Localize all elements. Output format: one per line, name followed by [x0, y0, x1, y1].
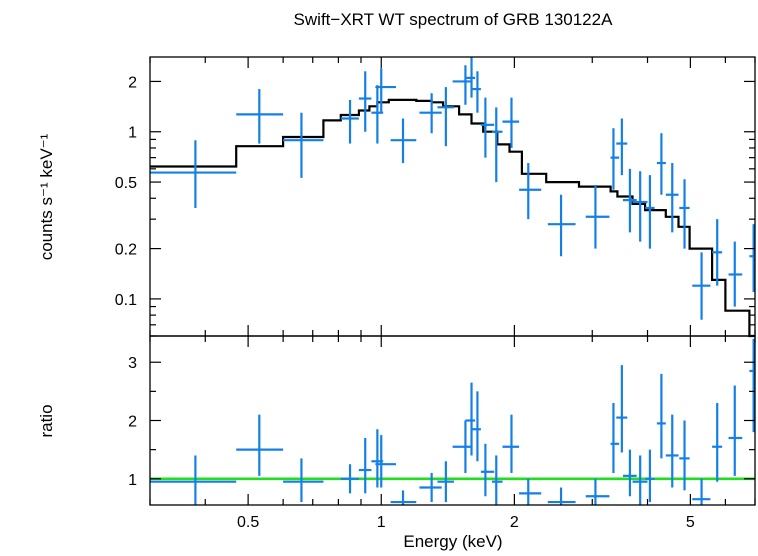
spectrum-data-point [502, 98, 519, 148]
model-curve [150, 100, 755, 336]
spectrum-data-point [453, 65, 472, 105]
spectrum-data-point [623, 169, 637, 233]
spectrum-y-axis-label: counts s⁻¹ keV⁻¹ [37, 133, 56, 260]
spectrum-data-point [465, 57, 475, 98]
ratio-data-point [666, 415, 679, 488]
x-tick-label: 0.5 [237, 514, 259, 531]
x-tick-label: 5 [686, 514, 695, 531]
ratio-data-point [391, 490, 417, 505]
spectrum-data-point [150, 140, 236, 208]
ratio-data-point [749, 339, 755, 432]
spectrum-data-point [749, 224, 755, 292]
spectrum-data-point [359, 71, 372, 131]
spectrum-y-tick-label: 0.1 [115, 292, 137, 309]
x-tick-label: 2 [510, 514, 519, 531]
spectrum-data-point [236, 89, 283, 143]
spectrum-y-tick-label: 1 [128, 125, 137, 142]
ratio-data-point [623, 450, 637, 497]
ratio-data-point [616, 365, 627, 452]
spectrum-data-point [712, 219, 722, 286]
spectrum-y-tick-label: 2 [128, 74, 137, 91]
spectrum-data-point [437, 87, 453, 146]
x-tick-label: 1 [377, 514, 386, 531]
ratio-data-point [657, 374, 666, 459]
ratio-data-point [437, 461, 453, 502]
spectrum-axes: 0.1 0.2 0.5 1 2 [115, 57, 755, 336]
ratio-data-point [472, 391, 481, 461]
spectrum-data-point [283, 113, 323, 178]
ratio-data-point [236, 415, 283, 476]
ratio-panel: 1 2 3 ratio [37, 336, 755, 505]
ratio-data-point [611, 403, 620, 473]
spectrum-data-point [586, 185, 610, 249]
ratio-data-point [453, 421, 472, 473]
spectrum-figure: Swift−XRT WT spectrum of GRB 130122A 0.1… [0, 0, 758, 556]
ratio-data-layer [150, 339, 755, 505]
ratio-data-point [729, 386, 743, 476]
ratio-data-point [548, 488, 576, 505]
ratio-y-tick-label: 2 [128, 414, 137, 431]
spectrum-data-point [419, 93, 441, 133]
spectrum-data-point [666, 163, 679, 232]
chart-title: Swift−XRT WT spectrum of GRB 130122A [294, 10, 614, 29]
x-tick-labels: 0.5 1 2 5 [237, 514, 695, 531]
ratio-y-tick-label: 1 [128, 472, 137, 489]
model-layer [150, 100, 755, 336]
spectrum-y-tick-label: 0.5 [115, 175, 137, 192]
ratio-y-tick-label: 3 [128, 355, 137, 372]
ratio-data-point [465, 383, 475, 456]
spectrum-plot-frame [150, 57, 755, 336]
spectrum-data-point [341, 100, 359, 144]
ratio-data-point [633, 455, 648, 505]
spectrum-panel: 0.1 0.2 0.5 1 2 counts s⁻¹ keV⁻¹ [37, 57, 755, 336]
ratio-data-point [150, 455, 236, 505]
spectrum-data-point [729, 242, 743, 307]
spectrum-y-tick-label: 0.2 [115, 242, 137, 259]
data-layer [150, 57, 755, 320]
ratio-data-point [645, 450, 654, 502]
spectrum-data-point [679, 179, 689, 248]
ratio-data-point [502, 415, 519, 473]
x-axis-label: Energy (keV) [403, 532, 502, 551]
ratio-data-point [519, 479, 541, 505]
ratio-data-point [283, 458, 323, 502]
spectrum-data-point [657, 133, 666, 195]
spectrum-data-point [391, 119, 417, 164]
spectrum-data-point [692, 252, 710, 319]
spectrum-data-point [616, 119, 627, 176]
ratio-data-point [712, 403, 722, 482]
ratio-data-point [692, 479, 710, 505]
ratio-data-point [359, 438, 372, 493]
ratio-data-point [492, 455, 502, 505]
ratio-data-point [481, 444, 494, 496]
ratio-y-axis-label: ratio [37, 404, 56, 437]
spectrum-data-point [611, 128, 620, 190]
spectrum-data-point [548, 195, 576, 257]
spectrum-data-point [645, 175, 654, 248]
ratio-data-point [586, 479, 610, 505]
ratio-data-point [341, 464, 359, 493]
ratio-data-point [419, 473, 441, 502]
